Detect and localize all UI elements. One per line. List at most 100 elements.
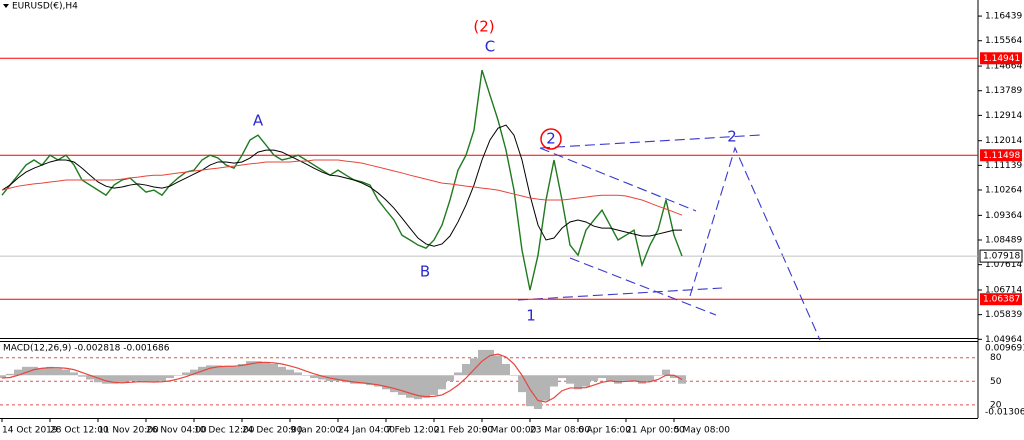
x-tick-label: 23 Mar 08:00 bbox=[530, 426, 590, 436]
macd-bar bbox=[222, 366, 230, 376]
macd-bar bbox=[310, 375, 318, 379]
y2-tick-label: 80 bbox=[990, 353, 1002, 363]
macd-bar bbox=[462, 364, 470, 376]
level-label: 1.14941 bbox=[983, 54, 1020, 64]
menu-arrow bbox=[3, 4, 9, 8]
macd-bar bbox=[662, 369, 670, 376]
level-label: 1.07918 bbox=[983, 252, 1020, 262]
x-tick-label: 14 Oct 2019 bbox=[2, 426, 58, 436]
macd-bar bbox=[262, 362, 270, 376]
macd-bar bbox=[110, 375, 118, 384]
y-tick-label: 1.04964 bbox=[985, 335, 1022, 345]
macd-bar bbox=[142, 375, 150, 383]
y-tick-label: 1.11139 bbox=[985, 161, 1022, 171]
macd-bar bbox=[438, 375, 446, 390]
level-label-box bbox=[980, 293, 1022, 306]
macd-bar bbox=[46, 366, 54, 376]
macd-bar bbox=[510, 375, 518, 376]
macd-bar bbox=[494, 355, 502, 376]
macd-bar bbox=[614, 375, 622, 384]
macd-bar bbox=[150, 375, 158, 383]
macd-bar bbox=[238, 364, 246, 376]
macd-bar bbox=[414, 375, 422, 400]
macd-bar bbox=[62, 369, 70, 376]
x-tick-label: 9 Mar 00:00 bbox=[482, 426, 537, 436]
level-label: 1.06387 bbox=[983, 295, 1020, 305]
wave-label: A bbox=[253, 112, 264, 130]
macd-bar bbox=[422, 375, 430, 398]
y-tick-label: 1.15564 bbox=[985, 36, 1022, 46]
x-tick-label: 6 Apr 16:00 bbox=[578, 426, 631, 436]
x-tick-label: 9 Jan 20:00 bbox=[290, 426, 342, 436]
level-label: 1.11498 bbox=[983, 151, 1020, 161]
macd-bar bbox=[30, 366, 38, 376]
macd-bar bbox=[366, 375, 374, 386]
moving-average bbox=[1, 124, 682, 247]
macd-bar bbox=[398, 375, 406, 395]
macd-bar bbox=[646, 375, 654, 381]
macd-bar bbox=[174, 375, 182, 376]
macd-bar bbox=[590, 375, 598, 381]
macd-bar bbox=[254, 361, 262, 376]
y-tick-label: 1.09364 bbox=[985, 211, 1022, 221]
macd-bar bbox=[534, 375, 542, 410]
macd-bar bbox=[118, 375, 126, 383]
x-tick-label: 10 Dec 12:00 bbox=[194, 426, 255, 436]
macd-signal bbox=[1, 353, 683, 403]
macd-label: MACD(12,26,9) -0.002818 -0.001686 bbox=[3, 344, 170, 354]
macd-bar bbox=[606, 375, 614, 381]
macd-bar bbox=[190, 369, 198, 376]
macd-bar bbox=[86, 375, 94, 380]
x-tick-label: 28 Oct 12:00 bbox=[50, 426, 109, 436]
level-label-box bbox=[980, 149, 1022, 162]
macd-bar bbox=[294, 372, 302, 376]
y-tick-label: 1.12914 bbox=[985, 111, 1022, 121]
price-line bbox=[1, 69, 683, 291]
level-label-box bbox=[979, 249, 1023, 263]
x-tick-label: 11 Nov 20:00 bbox=[98, 426, 159, 436]
macd-bar bbox=[358, 375, 366, 384]
macd-bar bbox=[638, 375, 646, 384]
x-tick-label: 26 Nov 04:00 bbox=[146, 426, 207, 436]
macd-bar bbox=[302, 375, 310, 376]
x-tick-label: 24 Dec 20:00 bbox=[242, 426, 303, 436]
macd-bar bbox=[406, 375, 414, 398]
macd-bar bbox=[566, 375, 574, 384]
y2-tick-label: 50 bbox=[990, 377, 1002, 387]
x-tick-label: 21 Feb 20:00 bbox=[434, 426, 493, 436]
wave-label: 2 bbox=[546, 130, 556, 148]
macd-bar bbox=[182, 372, 190, 376]
macd-bar bbox=[334, 375, 342, 381]
y-tick-label: 1.16439 bbox=[985, 12, 1022, 22]
macd-bar bbox=[246, 361, 254, 376]
y-tick-label: 1.08489 bbox=[985, 236, 1022, 246]
macd-bar bbox=[126, 375, 134, 381]
macd-bar bbox=[518, 375, 526, 393]
macd-bar bbox=[558, 375, 566, 379]
macd-bar bbox=[206, 365, 214, 376]
macd-bar bbox=[454, 372, 462, 376]
macd-bar bbox=[526, 375, 534, 407]
macd-bar bbox=[542, 375, 550, 401]
moving-average bbox=[1, 159, 683, 216]
y-tick-label: 1.05839 bbox=[985, 310, 1022, 320]
wave-label: (2) bbox=[473, 18, 494, 36]
macd-bar bbox=[278, 366, 286, 376]
y-tick-label: 1.10264 bbox=[985, 186, 1022, 196]
macd-bar bbox=[382, 375, 390, 390]
y-tick-label: 1.14664 bbox=[985, 62, 1022, 72]
wave-label: C bbox=[485, 38, 495, 56]
macd-bar bbox=[14, 369, 22, 376]
macd-bar bbox=[54, 368, 62, 376]
level-label-box bbox=[980, 52, 1022, 65]
macd-bar bbox=[486, 349, 494, 376]
macd-bar bbox=[70, 372, 78, 376]
y-tick-label: 1.12014 bbox=[985, 136, 1022, 146]
wave-label: 1 bbox=[526, 307, 536, 325]
macd-bar bbox=[102, 375, 110, 384]
wave-circle bbox=[540, 128, 562, 150]
macd-bar bbox=[574, 375, 582, 390]
macd-bar bbox=[94, 375, 102, 383]
macd-bar bbox=[270, 364, 278, 376]
